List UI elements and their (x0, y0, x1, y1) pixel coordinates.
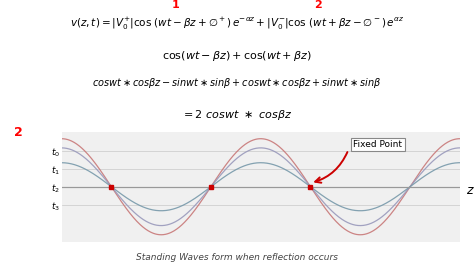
Text: $= 2\ coswt\ \ast\ cos\beta z$: $= 2\ coswt\ \ast\ cos\beta z$ (182, 108, 292, 122)
Text: $coswt \ast cos\beta z - sinwt \ast sin\beta + coswt \ast cos\beta z + sinwt \as: $coswt \ast cos\beta z - sinwt \ast sin\… (92, 76, 382, 90)
Text: Standing Waves form when reflection occurs: Standing Waves form when reflection occu… (136, 253, 338, 262)
Text: 2: 2 (14, 126, 23, 139)
Text: $v(z, t) = |V_0^{+}|\cos\,(wt - \beta z + \emptyset^+)\,e^{-\alpha z} + |V_0^{-}: $v(z, t) = |V_0^{+}|\cos\,(wt - \beta z … (70, 16, 404, 32)
Text: $\cos(wt - \beta z) + \cos(wt + \beta z)$: $\cos(wt - \beta z) + \cos(wt + \beta z)… (162, 49, 312, 63)
Text: 2: 2 (314, 0, 321, 10)
Text: Fixed Point: Fixed Point (353, 140, 402, 149)
Text: 1: 1 (172, 0, 179, 10)
Text: $z$: $z$ (466, 184, 474, 196)
